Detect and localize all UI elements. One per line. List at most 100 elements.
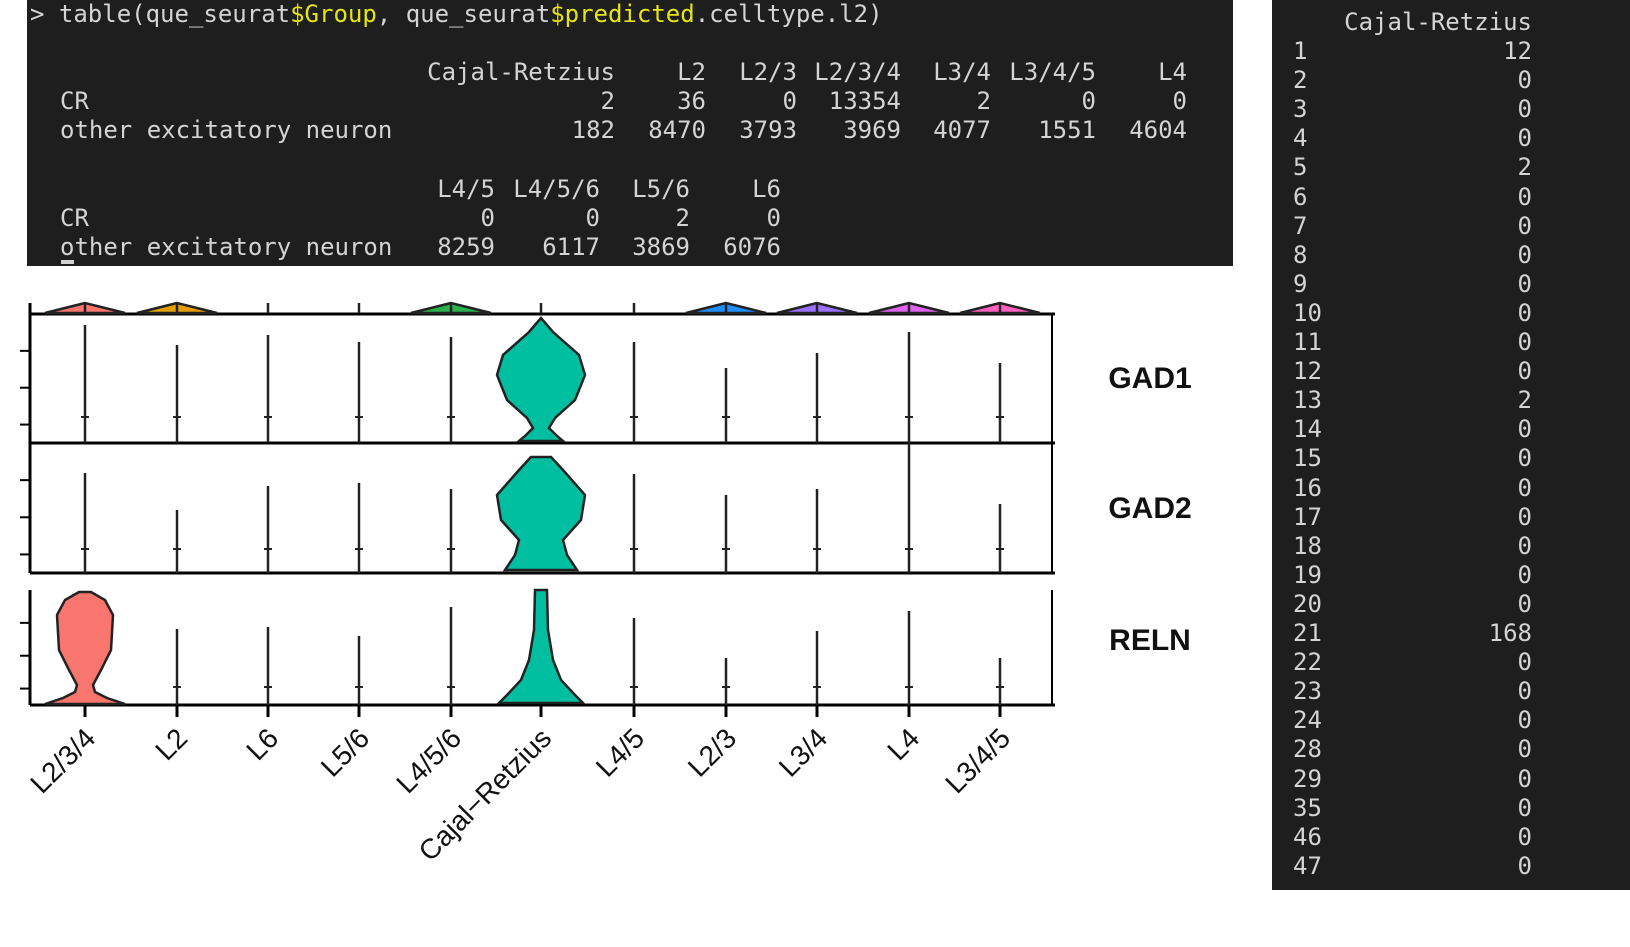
- table-cell: 0: [1517, 444, 1532, 473]
- terminal-output: Cajal-Retzius 1 12 2 0 3 0 4 0 5 2 6 0 7 0 8 0 9 0 10 0 11 0 12…: [1272, 0, 1630, 890]
- table-cell: 182: [571, 116, 615, 144]
- row-label: 18: [1293, 531, 1322, 560]
- table-cell: 0: [1517, 182, 1532, 211]
- row-label: 1: [1293, 37, 1308, 65]
- gene-label: GAD1: [1108, 362, 1191, 395]
- row-label: 35: [1293, 793, 1322, 822]
- column-header: L4/5: [437, 175, 495, 203]
- command-line: > table(que_seurat$Group, que_seurat$pre…: [30, 0, 883, 28]
- table-cell: 0: [1517, 66, 1532, 95]
- gene-label: GAD2: [1108, 492, 1191, 525]
- x-tick-label: L2/3: [682, 722, 742, 782]
- table-cell: 13354: [828, 87, 901, 115]
- command-part: .celltype.l2): [694, 0, 883, 28]
- table-cell: 0: [585, 204, 600, 232]
- x-tick-label: L4: [881, 722, 925, 766]
- table-cell: 6117: [542, 233, 600, 261]
- row-label: 21: [1293, 619, 1322, 647]
- table-cell: 0: [1517, 269, 1532, 298]
- table-cell: 0: [1517, 415, 1532, 444]
- gene-label: RELN: [1109, 624, 1191, 657]
- table-cell: 0: [1172, 87, 1187, 115]
- table-cell: 0: [1517, 357, 1532, 386]
- command-part: , que_seurat: [376, 0, 551, 28]
- table-cell: 0: [1517, 124, 1532, 153]
- table-cell: 0: [1517, 328, 1532, 356]
- row-label: 9: [1293, 269, 1308, 298]
- x-tick-label: L4/5/6: [390, 722, 467, 799]
- table-cell: 0: [1517, 851, 1532, 880]
- table-cell: 168: [1488, 619, 1532, 647]
- table-cell: 0: [1517, 706, 1532, 735]
- column-header: L6: [752, 175, 781, 203]
- row-label: 23: [1293, 677, 1322, 706]
- row-label: 14: [1293, 415, 1322, 444]
- row-label: 28: [1293, 735, 1322, 764]
- table-cell: 2: [1517, 386, 1532, 415]
- table-cell: 0: [1517, 531, 1532, 560]
- row-label: 7: [1293, 211, 1308, 240]
- row-label: CR: [60, 204, 89, 232]
- violin: [495, 588, 587, 705]
- table-cell: 0: [1517, 793, 1532, 822]
- table-cell: 2: [600, 87, 615, 115]
- table-cell: 0: [782, 87, 797, 115]
- table-cell: 0: [1517, 211, 1532, 240]
- row-label: 10: [1293, 298, 1322, 327]
- row-label: 11: [1293, 328, 1322, 356]
- column-header: L2/3: [739, 58, 797, 86]
- row-label: other excitatory neuron: [60, 233, 393, 261]
- violin: [495, 316, 587, 443]
- row-label: CR: [60, 87, 89, 115]
- x-tick-label: L6: [240, 722, 284, 766]
- table-cell: 0: [1517, 735, 1532, 764]
- row-label: 24: [1293, 706, 1322, 735]
- table-cell: 0: [1517, 822, 1532, 851]
- row-label: 12: [1293, 357, 1322, 386]
- row-label: 19: [1293, 560, 1322, 589]
- table-cell: 3869: [632, 233, 690, 261]
- table-cell: 3793: [739, 116, 797, 144]
- x-tick-label: L5/6: [315, 722, 375, 782]
- table-cell: 0: [1517, 560, 1532, 589]
- row-label: other excitatory neuron: [60, 116, 393, 144]
- table-cell: 8259: [437, 233, 495, 261]
- column-header: L4: [1158, 58, 1187, 86]
- table-cell: 2: [675, 204, 690, 232]
- table-cell: 0: [1517, 298, 1532, 327]
- column-header: L3/4: [933, 58, 991, 86]
- row-label: 46: [1293, 822, 1322, 851]
- row-label: 13: [1293, 386, 1322, 415]
- row-label: 29: [1293, 764, 1322, 793]
- x-tick-label: L4/5: [590, 722, 650, 782]
- table-cell: 12: [1503, 37, 1532, 65]
- table-cell: 0: [1517, 677, 1532, 706]
- column-header: L5/6: [632, 175, 690, 203]
- table-cell: 0: [1517, 473, 1532, 502]
- table-cell: 0: [1517, 502, 1532, 531]
- row-label: 16: [1293, 473, 1322, 502]
- table-cell: 4604: [1129, 116, 1187, 144]
- x-tick-label: L3/4: [773, 722, 833, 782]
- column-header: L2/3/4: [814, 58, 901, 86]
- row-label: 22: [1293, 648, 1322, 677]
- column-header: L2: [677, 58, 706, 86]
- row-label: 47: [1293, 851, 1322, 880]
- column-header: L3/4/5: [1009, 58, 1096, 86]
- row-label: 4: [1293, 124, 1308, 153]
- violin: [495, 455, 587, 572]
- row-label: 17: [1293, 502, 1322, 531]
- row-label: 2: [1293, 66, 1308, 95]
- row-label: 6: [1293, 182, 1308, 211]
- violin: [44, 590, 126, 706]
- row-label: 3: [1293, 95, 1308, 124]
- row-label: 5: [1293, 153, 1308, 182]
- table-cell: 6076: [723, 233, 781, 261]
- table-cell: 3969: [843, 116, 901, 144]
- x-tick-label: L2: [149, 722, 193, 766]
- x-tick-label: L2/3/4: [24, 722, 101, 799]
- column-header: L4/5/6: [513, 175, 600, 203]
- cursor: [61, 260, 74, 264]
- table-cell: 0: [1081, 87, 1096, 115]
- row-label: 20: [1293, 589, 1322, 618]
